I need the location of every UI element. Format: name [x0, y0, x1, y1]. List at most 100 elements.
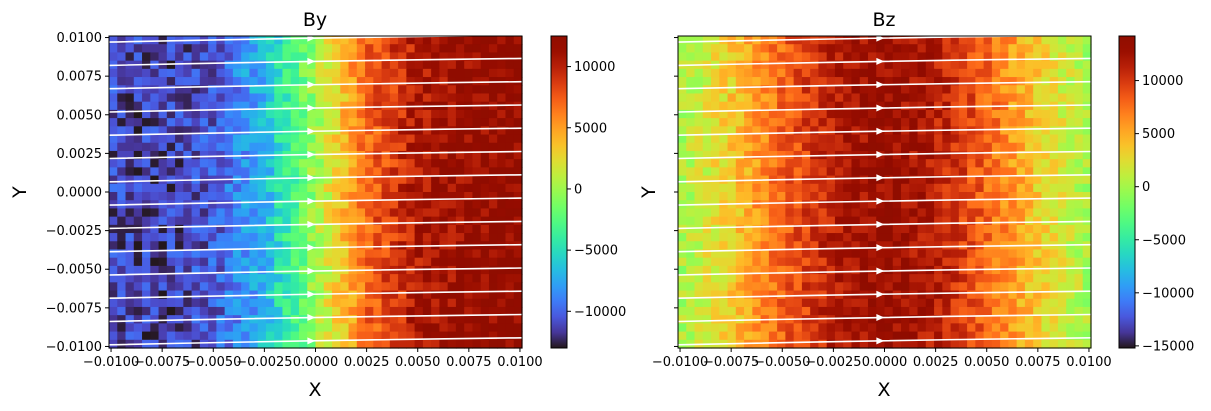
heatmap-cell — [464, 265, 474, 275]
heatmap-cell — [340, 159, 350, 168]
heatmap-cell — [216, 233, 226, 242]
heatmap-cell — [892, 77, 902, 86]
heatmap-cell — [744, 60, 753, 70]
heatmap-cell — [1074, 315, 1084, 324]
heatmap-cell — [810, 224, 820, 234]
heatmap-cell — [1033, 159, 1043, 168]
heatmap-cell — [760, 339, 770, 349]
heatmap-cell — [744, 134, 753, 144]
heatmap-cell — [340, 249, 350, 259]
heatmap-cell — [843, 52, 853, 62]
heatmap-cell — [826, 265, 836, 275]
heatmap-cell — [406, 126, 416, 136]
heatmap-cell — [1000, 167, 1009, 177]
heatmap-cell — [332, 109, 341, 119]
heatmap-cell — [431, 257, 440, 267]
heatmap-cell — [735, 109, 745, 119]
heatmap-cell — [967, 192, 976, 201]
heatmap-cell — [884, 118, 894, 127]
heatmap-cell — [298, 241, 308, 251]
heatmap-cell — [365, 85, 374, 95]
heatmap-cell — [381, 77, 391, 86]
heatmap-cell — [967, 175, 976, 185]
heatmap-cell — [678, 282, 687, 292]
heatmap-cell — [497, 175, 507, 185]
streamline — [677, 150, 1092, 160]
heatmap-cell — [801, 216, 811, 226]
streamline-arrow — [307, 314, 316, 322]
heatmap-cell — [942, 85, 952, 95]
heatmap-cell — [290, 298, 300, 308]
heatmap-cell — [340, 109, 350, 119]
heatmap-cell — [967, 257, 976, 267]
heatmap-cell — [166, 44, 176, 54]
heatmap-cell — [950, 315, 960, 324]
heatmap-cell — [934, 224, 943, 234]
heatmap-cell — [851, 175, 861, 185]
heatmap-cell — [241, 315, 251, 324]
heatmap-cell — [983, 109, 993, 119]
heatmap-cell — [257, 159, 267, 168]
heatmap-cell — [431, 233, 440, 242]
heatmap-cell — [282, 68, 292, 78]
heatmap-cell — [876, 101, 886, 111]
heatmap-cell — [133, 274, 143, 283]
heatmap-cell — [686, 315, 696, 324]
heatmap-cell — [991, 274, 1001, 283]
heatmap-cell — [348, 118, 358, 127]
heatmap-cell — [818, 44, 828, 54]
heatmap-cell — [777, 167, 786, 177]
heatmap-cell — [513, 323, 523, 333]
heatmap-cell — [1033, 323, 1043, 333]
heatmap-cell — [777, 85, 786, 95]
heatmap-cell — [777, 126, 786, 136]
heatmap-cell — [315, 200, 325, 210]
heatmap-cell — [323, 159, 333, 168]
heatmap-cell — [991, 224, 1001, 234]
heatmap-cell — [472, 118, 482, 127]
heatmap-cell — [843, 331, 853, 341]
heatmap-cell — [323, 298, 333, 308]
heatmap-cell — [340, 257, 350, 267]
heatmap-cell — [768, 265, 778, 275]
heatmap-cell — [975, 118, 985, 127]
heatmap-cell — [125, 44, 135, 54]
heatmap-cell — [274, 298, 284, 308]
heatmap-cell — [686, 274, 696, 283]
heatmap-cell — [958, 249, 968, 259]
heatmap-cell — [760, 44, 770, 54]
heatmap-cell — [439, 224, 449, 234]
heatmap-cell — [801, 93, 811, 103]
heatmap-cell — [348, 60, 358, 70]
chart-title: By — [303, 9, 327, 31]
heatmap-cell — [472, 192, 482, 201]
heatmap-cell — [909, 282, 919, 292]
heatmap-cell — [265, 44, 275, 54]
heatmap-cell — [381, 282, 391, 292]
heatmap-cell — [414, 200, 424, 210]
heatmap-cell — [983, 323, 993, 333]
heatmap-cell — [117, 183, 127, 193]
heatmap-cell — [1066, 290, 1076, 300]
heatmap-cell — [785, 44, 795, 54]
heatmap-cell — [365, 216, 374, 226]
heatmap-cell — [1024, 60, 1034, 70]
heatmap-cell — [1033, 339, 1043, 349]
heatmap-cell — [686, 159, 696, 168]
heatmap-cell — [1016, 192, 1026, 201]
heatmap-cell — [876, 306, 886, 316]
heatmap-cell — [414, 306, 424, 316]
heatmap-cell — [199, 134, 209, 144]
heatmap-cell — [909, 298, 919, 308]
heatmap-cell — [422, 290, 432, 300]
heatmap-cell — [793, 93, 803, 103]
heatmap-cell — [1057, 200, 1067, 210]
heatmap-cell — [455, 167, 465, 177]
heatmap-cell — [464, 282, 474, 292]
heatmap-cell — [801, 306, 811, 316]
heatmap-cell — [1049, 306, 1059, 316]
heatmap-cell — [406, 175, 416, 185]
heatmap-cell — [777, 101, 786, 111]
heatmap-cell — [702, 68, 712, 78]
heatmap-cell — [678, 142, 687, 152]
